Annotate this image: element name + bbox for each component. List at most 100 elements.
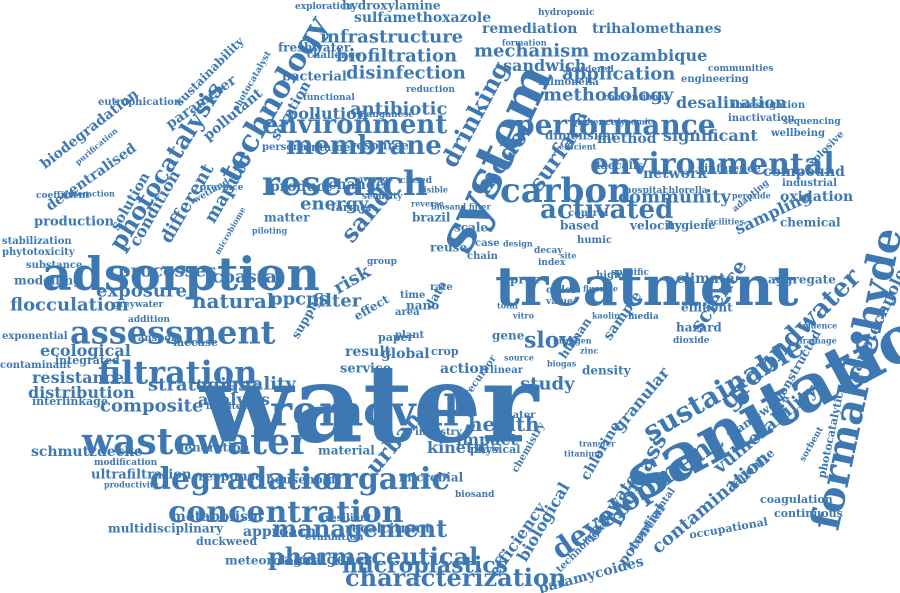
cloud-word-functional: functional bbox=[303, 93, 355, 103]
cloud-word-analysis: analysis bbox=[198, 390, 270, 409]
cloud-word-modelling: modelling bbox=[14, 274, 82, 288]
cloud-word-personal: personal bbox=[262, 142, 311, 153]
cloud-word-distribution: distribution bbox=[28, 383, 135, 402]
cloud-word-linear: linear bbox=[490, 365, 524, 376]
cloud-word-value: value bbox=[545, 297, 573, 307]
cloud-word-mechanism: mechanism bbox=[474, 40, 589, 61]
cloud-word-scale: scale bbox=[454, 221, 488, 235]
cloud-word-media: media bbox=[628, 312, 659, 322]
cloud-word-removal: removal bbox=[270, 387, 459, 436]
cloud-word-peroxide: peroxide bbox=[732, 190, 771, 200]
cloud-word-generation: generation bbox=[176, 441, 250, 455]
cloud-word-province: province bbox=[200, 183, 244, 193]
cloud-word-plant: plant bbox=[395, 330, 425, 341]
cloud-word-visible: visible bbox=[418, 184, 448, 194]
cloud-word-crop: crop bbox=[431, 345, 459, 358]
cloud-word-exposure: exposure bbox=[96, 280, 187, 301]
cloud-word-method: method bbox=[597, 131, 657, 147]
cloud-word-group: group bbox=[367, 257, 397, 267]
cloud-word-activated: activated bbox=[540, 195, 673, 225]
cloud-word-infrastructure: infrastructure bbox=[320, 26, 463, 47]
cloud-word-paper: paper bbox=[378, 331, 414, 344]
cloud-word-global: global bbox=[381, 346, 430, 362]
cloud-word-recalcitrant: recalcitrant bbox=[345, 521, 431, 536]
cloud-word-ecological: ecological bbox=[40, 341, 131, 360]
cloud-word-transport: transport bbox=[128, 333, 181, 344]
cloud-word-substance: substance bbox=[26, 260, 82, 271]
cloud-word-total: total bbox=[497, 300, 518, 310]
cloud-word-pharmaceutical: pharmaceutical bbox=[268, 542, 478, 571]
cloud-word-change: change bbox=[328, 177, 385, 193]
cloud-word-cycle: cycle bbox=[477, 443, 500, 453]
cloud-word-investigation: investigation bbox=[732, 100, 806, 111]
cloud-word-physical: physical bbox=[470, 443, 520, 456]
cloud-word-biosand-filter: biosand filter bbox=[431, 201, 491, 211]
cloud-word-nitrogen: nitrogen bbox=[553, 335, 592, 345]
cloud-word-ppcps: ppcps bbox=[270, 288, 329, 309]
cloud-word-evaluation: evaluation bbox=[305, 532, 364, 543]
cloud-word-dioxide: dioxide bbox=[673, 336, 710, 346]
cloud-word-characterization: characterization bbox=[345, 563, 566, 592]
cloud-word-interaction: interaction bbox=[65, 188, 115, 198]
cloud-word-household: household bbox=[266, 473, 336, 487]
cloud-word-degradation: degradation bbox=[150, 462, 354, 497]
cloud-word-chlorella: chlorella bbox=[663, 186, 708, 196]
cloud-word-dynamic: dynamic bbox=[615, 116, 653, 126]
cloud-word-transfer: transfer bbox=[579, 438, 616, 448]
cloud-word-coefficient: coefficient bbox=[36, 191, 90, 201]
cloud-word-metabolism: metabolism bbox=[171, 509, 263, 525]
cloud-word-kinetic: kinetic bbox=[427, 438, 489, 457]
cloud-word-freshwater: freshwater bbox=[278, 41, 351, 55]
cloud-word-antibiotic: antibiotic bbox=[350, 98, 447, 119]
cloud-word-hospital: hospital bbox=[625, 186, 666, 196]
cloud-word-piloting: piloting bbox=[252, 225, 288, 235]
cloud-word-density: density bbox=[582, 364, 632, 378]
cloud-word-evidence: evidence bbox=[798, 320, 837, 330]
cloud-word-treatment: treatment bbox=[495, 254, 798, 318]
cloud-word-desalination: desalination bbox=[676, 93, 787, 112]
cloud-word-membrane: membrane bbox=[286, 131, 442, 161]
cloud-word-reuse: reuse bbox=[430, 241, 467, 255]
cloud-word-industry: industry bbox=[415, 427, 463, 438]
cloud-word-service: service bbox=[340, 361, 391, 376]
cloud-word-site: site bbox=[560, 250, 576, 260]
cloud-word-biofilters: biofilters bbox=[206, 402, 251, 412]
cloud-word-schmutzdecke: schmutzdecke bbox=[31, 444, 143, 460]
cloud-word-mozambique: mozambique bbox=[593, 46, 707, 65]
cloud-word-interlinkage: interlinkage bbox=[32, 395, 108, 408]
cloud-word-exponential: exponential bbox=[2, 331, 68, 342]
cloud-word-farmer: farmer bbox=[331, 201, 373, 214]
cloud-word-inactivation: inactivation bbox=[728, 113, 795, 124]
cloud-word-result: result bbox=[345, 344, 392, 360]
cloud-word-oxidation: oxidation bbox=[780, 189, 853, 205]
cloud-word-formation: formation bbox=[502, 37, 547, 47]
cloud-word-control: control bbox=[568, 208, 609, 219]
cloud-word-ultrafiltration: ultrafiltration bbox=[91, 467, 192, 482]
cloud-word-presence: presence bbox=[571, 118, 617, 128]
cloud-word-contaminant: contaminant bbox=[0, 360, 72, 371]
cloud-word-sulfamethoxazole: sulfamethoxazole bbox=[354, 10, 491, 26]
cloud-word-communities: communities bbox=[708, 64, 773, 74]
cloud-word-hazard: hazard bbox=[676, 321, 722, 335]
cloud-word-specific: specific bbox=[611, 268, 650, 278]
cloud-word-titanium: titanium bbox=[564, 448, 603, 458]
cloud-word-stabilization: stabilization bbox=[2, 236, 72, 247]
cloud-word-adsorption: adsorption bbox=[42, 247, 320, 301]
cloud-word-composite: composite bbox=[100, 395, 203, 416]
cloud-word-salmonella: salmonella bbox=[538, 77, 599, 88]
cloud-word-management: management bbox=[272, 514, 447, 543]
cloud-word-resistance: resistance bbox=[32, 368, 124, 387]
cloud-word-wastewater: wastewater bbox=[81, 421, 310, 463]
cloud-word-environmental: environmental bbox=[590, 147, 835, 182]
cloud-word-faecalis: faecalis bbox=[596, 159, 643, 172]
cloud-word-resilient: resilient bbox=[325, 513, 372, 524]
cloud-word-disinfection: disinfection bbox=[346, 62, 466, 83]
cloud-word-aggregate: aggregate bbox=[768, 273, 836, 287]
cloud-word-industrial: industrial bbox=[782, 178, 837, 189]
cloud-word-bacterial: bacterial bbox=[282, 69, 347, 84]
cloud-word-exploration: exploration bbox=[295, 2, 353, 12]
cloud-word-manganese: manganese bbox=[357, 110, 414, 120]
cloud-word-greywater: greywater bbox=[113, 300, 163, 310]
cloud-word-processes: processes bbox=[118, 260, 216, 281]
cloud-word-climate: climate bbox=[676, 271, 735, 287]
